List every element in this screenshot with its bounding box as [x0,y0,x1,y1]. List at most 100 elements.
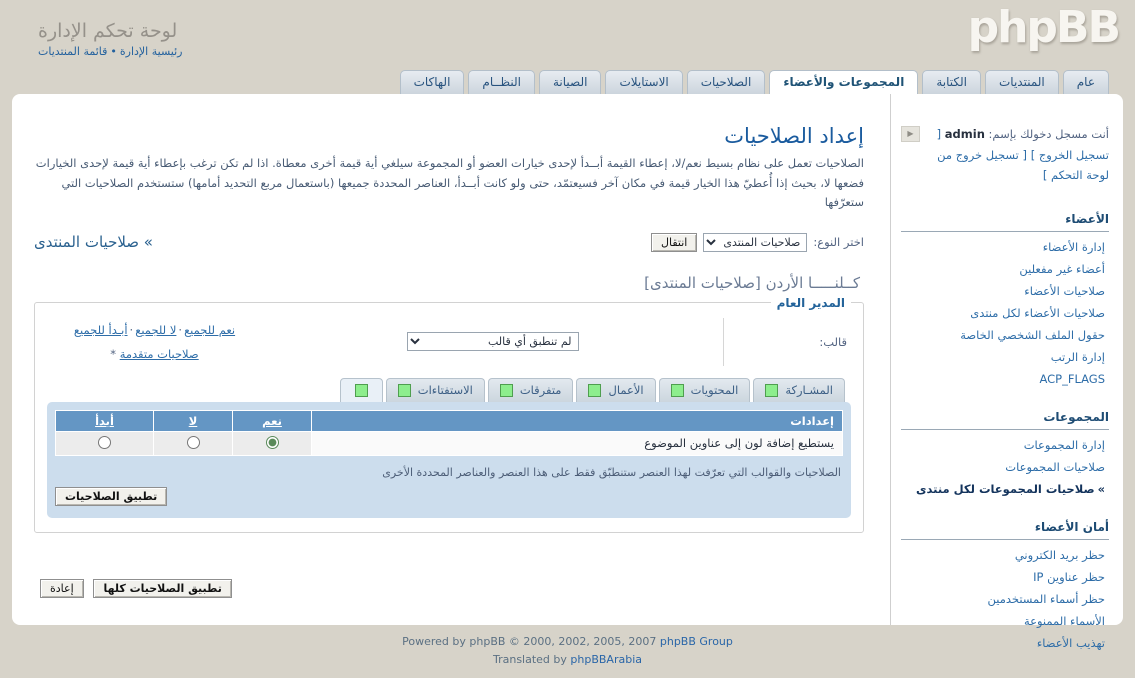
quick-links: نعم للجميع·لا للجميع·أبـدأ للجميع صلاحيا… [47,318,262,366]
sidebar-collapse-icon[interactable]: ▶ [901,126,920,142]
sidebar-item-group-forum-permissions[interactable]: »صلاحيات المجموعات لكل منتدى [901,478,1109,500]
sidebar-item-manage-groups[interactable]: إدارة المجموعات [901,434,1109,456]
tab-maintenance[interactable]: الصيانة [538,70,602,94]
sidebar-link[interactable]: تهذيب الأعضاء [1036,636,1105,651]
perm-tab-checkbox[interactable] [670,383,684,397]
tab-general[interactable]: عام [1062,70,1109,94]
perm-tab-checkbox[interactable] [397,383,411,397]
logout-acp-link[interactable]: [ تسجيل خروج من لوحة التحكم ] [937,147,1109,183]
perm-tab-checkbox[interactable] [499,383,513,397]
perm-tab-checkbox[interactable] [588,383,602,397]
footer: Powered by phpBB © 2000, 2002, 2005, 200… [0,633,1135,668]
perm-tab-actions[interactable]: الأعمال [576,377,656,402]
all-yes-link[interactable]: نعم للجميع [184,322,236,337]
sidebar-link[interactable]: حظر أسماء المستخدمين [987,592,1105,607]
phpbbarabia-link[interactable]: phpBBArabia [570,652,643,666]
sidebar-item-user-permissions[interactable]: صلاحيات الأعضاء [901,280,1109,302]
sidebar-item-manage-users[interactable]: إدارة الأعضاء [901,236,1109,258]
fieldset-legend: المدير العام [776,295,845,310]
perm-tab-checkbox[interactable] [354,383,368,397]
sidebar-item-disallowed-names[interactable]: الأسماء الممنوعة [901,610,1109,632]
sidebar-link[interactable]: حقول الملف الشخصي الخاصة [960,328,1105,343]
all-no-link[interactable]: لا للجميع [135,322,177,337]
login-info: ▶ أنت مسجل دخولك بإسم: admin [ تسجيل الخ… [901,124,1109,186]
sidebar-section-groups: المجموعات إدارة المجموعات صلاحيات المجمو… [901,410,1109,500]
login-username: admin [944,127,985,141]
sidebar-item-ban-ips[interactable]: حظر عناوين IP [901,566,1109,588]
sidebar-item-custom-profile-fields[interactable]: حقول الملف الشخصي الخاصة [901,324,1109,346]
tab-permissions[interactable]: الصلاحيات [686,70,766,94]
perm-tab-active[interactable] [339,377,383,402]
never-radio[interactable] [98,435,111,449]
sidebar-item-prune-users[interactable]: تهذيب الأعضاء [901,632,1109,654]
forum-permissions-heading: » صلاحيات المنتدى [34,233,153,252]
apply-all-permissions-button[interactable]: تطبيق الصلاحيات كلها [93,578,232,598]
tab-mods[interactable]: الهاكات [399,70,465,94]
never-column-link[interactable]: أبدأ [95,413,114,428]
sidebar-link[interactable]: ACP_FLAGS [1039,372,1105,387]
tab-posting[interactable]: الكتابة [922,70,981,94]
content-area: إعداد الصلاحيات الصلاحيات تعمل على نظام … [12,94,890,625]
header-titles: لوحة تحكم الإدارة رئيسية الإدارة•قائمة ا… [38,20,182,58]
tab-system[interactable]: النظــام [468,70,535,94]
phpbb-group-link[interactable]: phpBB Group [659,635,733,648]
sidebar-item-group-permissions[interactable]: صلاحيات المجموعات [901,456,1109,478]
breadcrumb-admin-index-link[interactable]: رئيسية الإدارة [119,45,183,58]
permission-type-select[interactable]: صلاحيات المنتدى [703,232,808,252]
sidebar-link[interactable]: صلاحيات المجموعات [1005,460,1105,475]
sidebar-item-inactive-users[interactable]: أعضاء غير مفعلين [901,258,1109,280]
sidebar-link[interactable]: حظر بريد الكتروني [1014,548,1105,563]
all-never-link[interactable]: أبـدأ للجميع [73,322,128,337]
sidebar-item-ban-usernames[interactable]: حظر أسماء المستخدمين [901,588,1109,610]
permission-row-label: يستطيع إضافة لون إلى عناوين الموضوع [312,431,842,455]
yes-radio[interactable] [265,435,279,449]
no-column-header: لا [154,410,232,431]
sidebar-link[interactable]: الأسماء الممنوعة [1023,614,1105,629]
sidebar-link[interactable]: إدارة المجموعات [1023,438,1105,453]
yes-column-header: نعم [233,410,311,431]
perm-tab-content[interactable]: المحتويات [658,377,751,402]
tab-forums[interactable]: المنتديات [984,70,1059,94]
permission-category-tabs: المشـاركة المحتويات الأعمال متفرقات الاس… [47,377,851,402]
sidebar-item-acp-flags[interactable]: ACP_FLAGS [901,368,1109,390]
sidebar-link[interactable]: صلاحيات الأعضاء لكل منتدى [970,306,1105,321]
breadcrumb-forum-index-link[interactable]: قائمة المنتديات [38,45,108,58]
no-column-link[interactable]: لا [188,413,198,428]
tab-users-groups[interactable]: المجموعات والأعضاء [769,70,919,94]
perm-tab-label: المشـاركة [785,383,833,398]
perm-tab-label: المحتويات [690,383,739,398]
active-item-marker: » [1097,482,1105,497]
apply-permissions-button[interactable]: تطبيق الصلاحيات [55,486,168,506]
permissions-table: إعدادات نعم لا أبدأ يستطيع إضافة لون إلى… [55,409,843,456]
perm-tab-posting[interactable]: المشـاركة [753,377,845,402]
logout-link[interactable]: [ تسجيل الخروج ] [936,127,1109,162]
sidebar-item-ban-emails[interactable]: حظر بريد الكتروني [901,544,1109,566]
table-row: يستطيع إضافة لون إلى عناوين الموضوع [56,431,842,455]
acp-title: لوحة تحكم الإدارة [38,20,178,42]
perm-tab-checkbox[interactable] [765,383,779,397]
perm-tab-misc[interactable]: متفرقات [487,377,574,402]
sidebar-link[interactable]: صلاحيات المجموعات لكل منتدى [915,482,1095,497]
type-select-row: اختر النوع: صلاحيات المنتدى انتقال » صلا… [34,232,864,252]
template-label: قالب: [723,317,851,366]
sidebar-link[interactable]: صلاحيات الأعضاء [1024,284,1105,299]
sidebar-item-user-forum-permissions[interactable]: صلاحيات الأعضاء لكل منتدى [901,302,1109,324]
go-button[interactable]: انتقال [651,232,698,252]
no-radio[interactable] [186,435,200,449]
tab-styles[interactable]: الاستايلات [605,70,683,94]
main-tab-bar: عام المنتديات الكتابة المجموعات والأعضاء… [12,70,1123,94]
reset-button[interactable]: إعادة [40,578,84,598]
sidebar-link[interactable]: حظر عناوين IP [1033,570,1105,585]
sidebar-link[interactable]: إدارة الأعضاء [1042,240,1105,255]
template-select[interactable]: لم تنطبق أي قالب [406,332,579,352]
sidebar-item-manage-ranks[interactable]: إدارة الرتب [901,346,1109,368]
sidebar-section-title: الأعضاء [901,212,1109,233]
sidebar-link[interactable]: إدارة الرتب [1050,350,1105,365]
advanced-permissions-link[interactable]: صلاحيات متقدمة [119,346,199,361]
sidebar-section-members: الأعضاء إدارة الأعضاء أعضاء غير مفعلين ص… [901,212,1109,390]
quick-link-separator: · [178,322,183,337]
perm-tab-polls[interactable]: الاستفتاءات [385,377,485,402]
permissions-fieldset: المدير العام قالب: لم تنطبق أي قالب نعم … [34,295,864,533]
yes-column-link[interactable]: نعم [262,413,282,428]
sidebar-link[interactable]: أعضاء غير مفعلين [1019,262,1105,277]
